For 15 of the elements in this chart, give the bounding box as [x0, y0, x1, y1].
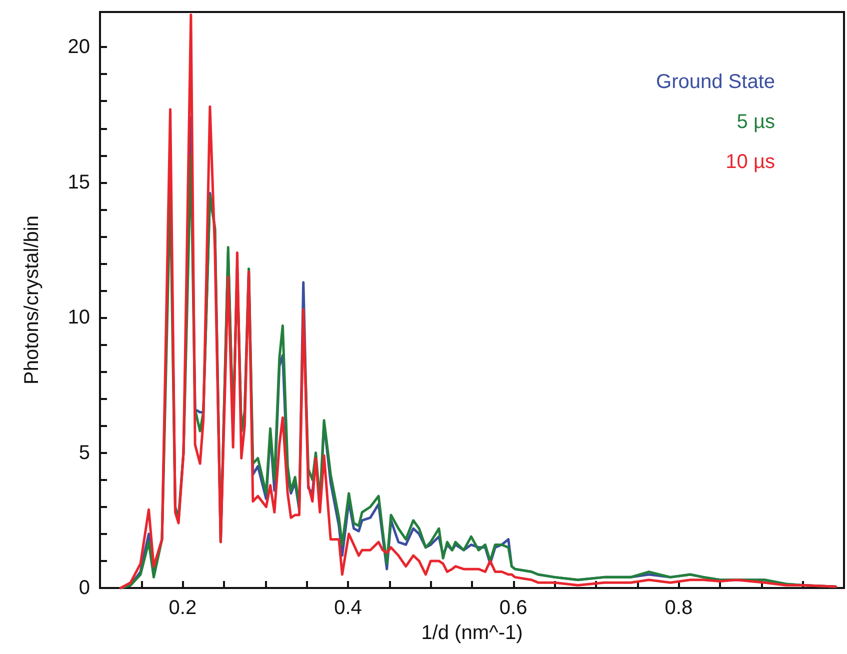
x-axis-title: 1/d (nm^-1) [421, 622, 523, 644]
y-tick-label: 10 [68, 306, 90, 329]
x-tick-label: 0.6 [499, 597, 528, 619]
y-axis-title: Photons/crystal/bin [21, 216, 43, 384]
text: Ground State [656, 71, 776, 93]
y-tick-label: 20 [68, 36, 90, 58]
x-tick-label: 0.8 [664, 597, 693, 619]
text: 10 µs [726, 151, 775, 173]
x-tick-label: 0.2 [168, 597, 197, 619]
text: 5 µs [736, 111, 775, 133]
y-tick-label: 5 [78, 442, 90, 464]
y-tick-label: 0 [78, 577, 90, 599]
line-series [119, 13, 837, 590]
y-tick-label: 15 [68, 171, 90, 194]
x-tick-label: 0.4 [334, 597, 362, 619]
